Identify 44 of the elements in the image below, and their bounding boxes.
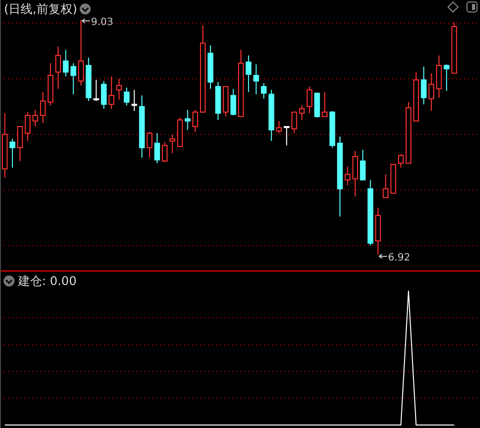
candlestick xyxy=(436,54,442,98)
candlestick xyxy=(146,132,152,158)
candlestick xyxy=(24,112,31,142)
candlestick xyxy=(352,150,358,198)
candlestick xyxy=(398,154,404,168)
candlestick xyxy=(382,174,388,198)
candlestick xyxy=(246,54,252,93)
candlestick xyxy=(17,126,23,162)
candlestick xyxy=(284,126,290,146)
candlestick xyxy=(230,88,236,116)
candlestick xyxy=(276,120,282,134)
candlestick xyxy=(306,86,312,114)
candlestick xyxy=(322,92,328,118)
candlestick xyxy=(260,82,267,100)
candlestick xyxy=(131,89,138,112)
candlestick xyxy=(344,166,350,186)
candlestick xyxy=(100,80,107,110)
candlestick xyxy=(291,112,298,134)
candlestick xyxy=(428,72,434,112)
candlestick xyxy=(314,92,320,118)
candlestick xyxy=(124,87,130,106)
candlestick xyxy=(192,109,198,133)
candlestick xyxy=(108,76,114,110)
candlestick xyxy=(184,109,190,130)
candlestick xyxy=(298,104,305,120)
annotation: 9.03 xyxy=(90,16,114,28)
annotation: 6.92 xyxy=(388,252,410,264)
candlestick xyxy=(62,49,69,78)
candlestick xyxy=(55,46,61,90)
candlestick xyxy=(32,109,38,128)
candlestick xyxy=(93,79,100,102)
candlestick xyxy=(170,134,176,154)
candlestick xyxy=(78,19,84,86)
candlestick xyxy=(444,64,450,92)
candlestick xyxy=(10,138,16,168)
candlestick xyxy=(70,62,76,95)
candlestick xyxy=(154,132,160,164)
candlestick xyxy=(360,149,366,180)
chart-title: (日线,前复权) xyxy=(4,2,78,16)
candlestick xyxy=(162,142,168,163)
candlestick xyxy=(253,64,260,95)
chart-title: 建仓: 0.00 xyxy=(17,274,77,288)
candlestick xyxy=(116,78,122,100)
candlestick xyxy=(420,66,427,105)
